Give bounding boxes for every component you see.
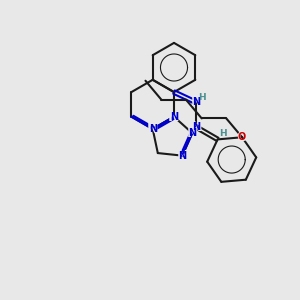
Text: H: H [198,93,206,102]
Text: N: N [147,122,158,136]
Text: N: N [148,124,157,134]
Text: N: N [188,128,196,138]
Text: N: N [187,126,198,140]
Text: N: N [192,122,200,132]
Text: N: N [176,148,188,163]
Text: N: N [170,112,178,122]
Text: N: N [190,95,202,110]
Text: N: N [178,151,186,160]
Text: N: N [168,110,180,124]
Text: O: O [236,130,248,144]
Text: N: N [190,120,202,134]
Text: H: H [219,130,227,139]
Text: N: N [192,98,200,107]
Text: O: O [238,132,246,142]
